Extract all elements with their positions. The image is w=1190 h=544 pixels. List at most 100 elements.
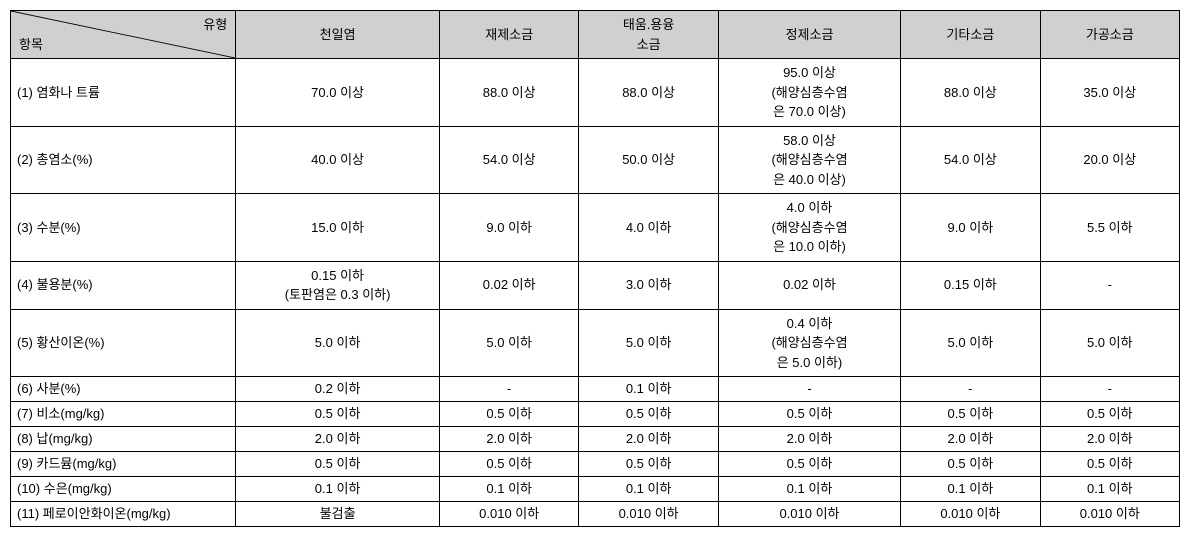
- cell: 0.5 이하: [236, 452, 440, 477]
- table-row: (9) 카드뮴(mg/kg)0.5 이하0.5 이하0.5 이하0.5 이하0.…: [11, 452, 1180, 477]
- cell: 5.5 이하: [1040, 194, 1179, 262]
- cell: 0.1 이하: [718, 477, 900, 502]
- row-label: (5) 황산이온(%): [11, 309, 236, 377]
- cell: 88.0 이상: [901, 59, 1040, 127]
- row-label: (4) 불용분(%): [11, 261, 236, 309]
- cell: -: [1040, 377, 1179, 402]
- cell: 5.0 이하: [439, 309, 578, 377]
- row-label: (7) 비소(mg/kg): [11, 402, 236, 427]
- cell: 2.0 이하: [1040, 427, 1179, 452]
- cell: 0.010 이하: [901, 502, 1040, 527]
- cell: 0.5 이하: [579, 452, 718, 477]
- cell: 9.0 이하: [439, 194, 578, 262]
- cell: 0.010 이하: [1040, 502, 1179, 527]
- row-label: (10) 수은(mg/kg): [11, 477, 236, 502]
- cell: 0.1 이하: [901, 477, 1040, 502]
- cell: 58.0 이상(해양심층수염은 40.0 이상): [718, 126, 900, 194]
- cell: 0.010 이하: [439, 502, 578, 527]
- table-row: (5) 황산이온(%)5.0 이하5.0 이하5.0 이하0.4 이하(해양심층…: [11, 309, 1180, 377]
- cell: 0.15 이하: [901, 261, 1040, 309]
- table-row: (2) 총염소(%)40.0 이상54.0 이상50.0 이상58.0 이상(해…: [11, 126, 1180, 194]
- cell: 0.1 이하: [579, 477, 718, 502]
- cell: 4.0 이하: [579, 194, 718, 262]
- row-label: (1) 염화나 트륨: [11, 59, 236, 127]
- cell: -: [901, 377, 1040, 402]
- cell: 2.0 이하: [579, 427, 718, 452]
- header-diagonal-cell: 유형 항목: [11, 11, 236, 59]
- cell: 3.0 이하: [579, 261, 718, 309]
- row-label: (2) 총염소(%): [11, 126, 236, 194]
- cell: -: [718, 377, 900, 402]
- cell: 0.010 이하: [718, 502, 900, 527]
- cell: 0.1 이하: [439, 477, 578, 502]
- cell: 불검출: [236, 502, 440, 527]
- cell: 0.02 이하: [439, 261, 578, 309]
- cell: 0.5 이하: [901, 452, 1040, 477]
- cell: 35.0 이상: [1040, 59, 1179, 127]
- col-header: 태움.용융소금: [579, 11, 718, 59]
- cell: 4.0 이하(해양심층수염은 10.0 이하): [718, 194, 900, 262]
- cell: 2.0 이하: [439, 427, 578, 452]
- header-diag-top: 유형: [203, 15, 227, 35]
- col-header: 천일염: [236, 11, 440, 59]
- row-label: (9) 카드뮴(mg/kg): [11, 452, 236, 477]
- cell: 2.0 이하: [236, 427, 440, 452]
- cell: 0.5 이하: [901, 402, 1040, 427]
- row-label: (11) 페로이안화이온(mg/kg): [11, 502, 236, 527]
- cell: 0.1 이하: [579, 377, 718, 402]
- cell: 88.0 이상: [439, 59, 578, 127]
- cell: 70.0 이상: [236, 59, 440, 127]
- cell: 20.0 이상: [1040, 126, 1179, 194]
- table-row: (11) 페로이안화이온(mg/kg)불검출0.010 이하0.010 이하0.…: [11, 502, 1180, 527]
- cell: 0.15 이하(토판염은 0.3 이하): [236, 261, 440, 309]
- table-row: (1) 염화나 트륨70.0 이상88.0 이상88.0 이상95.0 이상(해…: [11, 59, 1180, 127]
- cell: 40.0 이상: [236, 126, 440, 194]
- cell: 0.4 이하(해양심층수염은 5.0 이하): [718, 309, 900, 377]
- cell: 50.0 이상: [579, 126, 718, 194]
- cell: 15.0 이하: [236, 194, 440, 262]
- table-row: (4) 불용분(%)0.15 이하(토판염은 0.3 이하)0.02 이하3.0…: [11, 261, 1180, 309]
- table-row: (6) 사분(%)0.2 이하-0.1 이하---: [11, 377, 1180, 402]
- cell: 5.0 이하: [901, 309, 1040, 377]
- header-diag-bottom: 항목: [19, 35, 43, 55]
- col-header: 정제소금: [718, 11, 900, 59]
- row-label: (8) 납(mg/kg): [11, 427, 236, 452]
- cell: 5.0 이하: [236, 309, 440, 377]
- row-label: (3) 수분(%): [11, 194, 236, 262]
- cell: 0.1 이하: [236, 477, 440, 502]
- cell: -: [439, 377, 578, 402]
- cell: 0.5 이하: [439, 452, 578, 477]
- cell: 0.2 이하: [236, 377, 440, 402]
- cell: -: [1040, 261, 1179, 309]
- cell: 0.5 이하: [439, 402, 578, 427]
- table-header: 유형 항목 천일염 재제소금 태움.용융소금 정제소금 기타소금 가공소금: [11, 11, 1180, 59]
- table-row: (10) 수은(mg/kg)0.1 이하0.1 이하0.1 이하0.1 이하0.…: [11, 477, 1180, 502]
- cell: 0.010 이하: [579, 502, 718, 527]
- table-row: (7) 비소(mg/kg)0.5 이하0.5 이하0.5 이하0.5 이하0.5…: [11, 402, 1180, 427]
- cell: 2.0 이하: [718, 427, 900, 452]
- table-body: (1) 염화나 트륨70.0 이상88.0 이상88.0 이상95.0 이상(해…: [11, 59, 1180, 527]
- cell: 0.02 이하: [718, 261, 900, 309]
- row-label: (6) 사분(%): [11, 377, 236, 402]
- col-header: 재제소금: [439, 11, 578, 59]
- table-row: (8) 납(mg/kg)2.0 이하2.0 이하2.0 이하2.0 이하2.0 …: [11, 427, 1180, 452]
- cell: 54.0 이상: [439, 126, 578, 194]
- cell: 0.5 이하: [718, 452, 900, 477]
- cell: 0.5 이하: [1040, 452, 1179, 477]
- cell: 2.0 이하: [901, 427, 1040, 452]
- col-header: 기타소금: [901, 11, 1040, 59]
- cell: 0.5 이하: [236, 402, 440, 427]
- cell: 9.0 이하: [901, 194, 1040, 262]
- cell: 0.5 이하: [579, 402, 718, 427]
- cell: 5.0 이하: [1040, 309, 1179, 377]
- table-row: (3) 수분(%)15.0 이하9.0 이하4.0 이하4.0 이하(해양심층수…: [11, 194, 1180, 262]
- salt-standards-table: 유형 항목 천일염 재제소금 태움.용융소금 정제소금 기타소금 가공소금 (1…: [10, 10, 1180, 527]
- col-header: 가공소금: [1040, 11, 1179, 59]
- cell: 95.0 이상(해양심층수염은 70.0 이상): [718, 59, 900, 127]
- cell: 0.5 이하: [718, 402, 900, 427]
- cell: 5.0 이하: [579, 309, 718, 377]
- cell: 88.0 이상: [579, 59, 718, 127]
- cell: 54.0 이상: [901, 126, 1040, 194]
- cell: 0.5 이하: [1040, 402, 1179, 427]
- cell: 0.1 이하: [1040, 477, 1179, 502]
